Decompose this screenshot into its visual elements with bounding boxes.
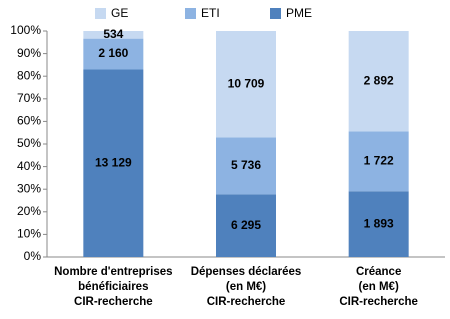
bar-segment <box>83 38 144 70</box>
bar-segment <box>348 131 409 192</box>
data-label: 2 892 <box>364 73 394 87</box>
data-label: 13 129 <box>95 155 132 169</box>
x-tick-label: Créance (en M€) CIR-recherche <box>339 266 418 308</box>
y-tick-label: 80% <box>17 68 41 82</box>
y-tick-label: 70% <box>17 91 41 105</box>
y-tick-label: 40% <box>17 159 41 173</box>
legend-label: PME <box>286 6 312 20</box>
bar-segment <box>348 191 409 257</box>
legend-swatch <box>95 8 106 19</box>
x-tick-label: Nombre d'entreprises bénéficiaires CIR-r… <box>54 266 173 308</box>
y-tick-label: 0% <box>24 249 42 263</box>
legend-swatch <box>270 8 281 19</box>
legend-swatch <box>185 8 196 19</box>
data-label: 5 736 <box>231 158 261 172</box>
bar-segment <box>216 137 276 195</box>
bar-segment <box>216 31 276 138</box>
data-label: 2 160 <box>98 46 128 60</box>
y-tick-label: 30% <box>17 181 41 195</box>
legend-label: ETI <box>201 6 220 20</box>
y-tick-label: 50% <box>17 136 41 150</box>
data-label: 10 709 <box>228 76 265 90</box>
bar-segment <box>83 69 144 257</box>
y-tick-label: 60% <box>17 114 41 128</box>
y-tick-label: 10% <box>17 227 41 241</box>
bar-segment <box>216 194 276 257</box>
data-label: 6 295 <box>231 218 261 232</box>
x-tick-label: Dépenses déclarées (en M€) CIR-recherche <box>190 266 302 308</box>
legend-label: GE <box>111 6 128 20</box>
bar-segment <box>348 31 409 132</box>
y-tick-label: 100% <box>10 23 41 37</box>
y-tick-label: 90% <box>17 46 41 60</box>
y-tick-label: 20% <box>17 204 41 218</box>
data-label: 1 893 <box>364 216 394 230</box>
data-label: 534 <box>103 27 123 41</box>
data-label: 1 722 <box>364 154 394 168</box>
bar-segment <box>83 31 144 39</box>
